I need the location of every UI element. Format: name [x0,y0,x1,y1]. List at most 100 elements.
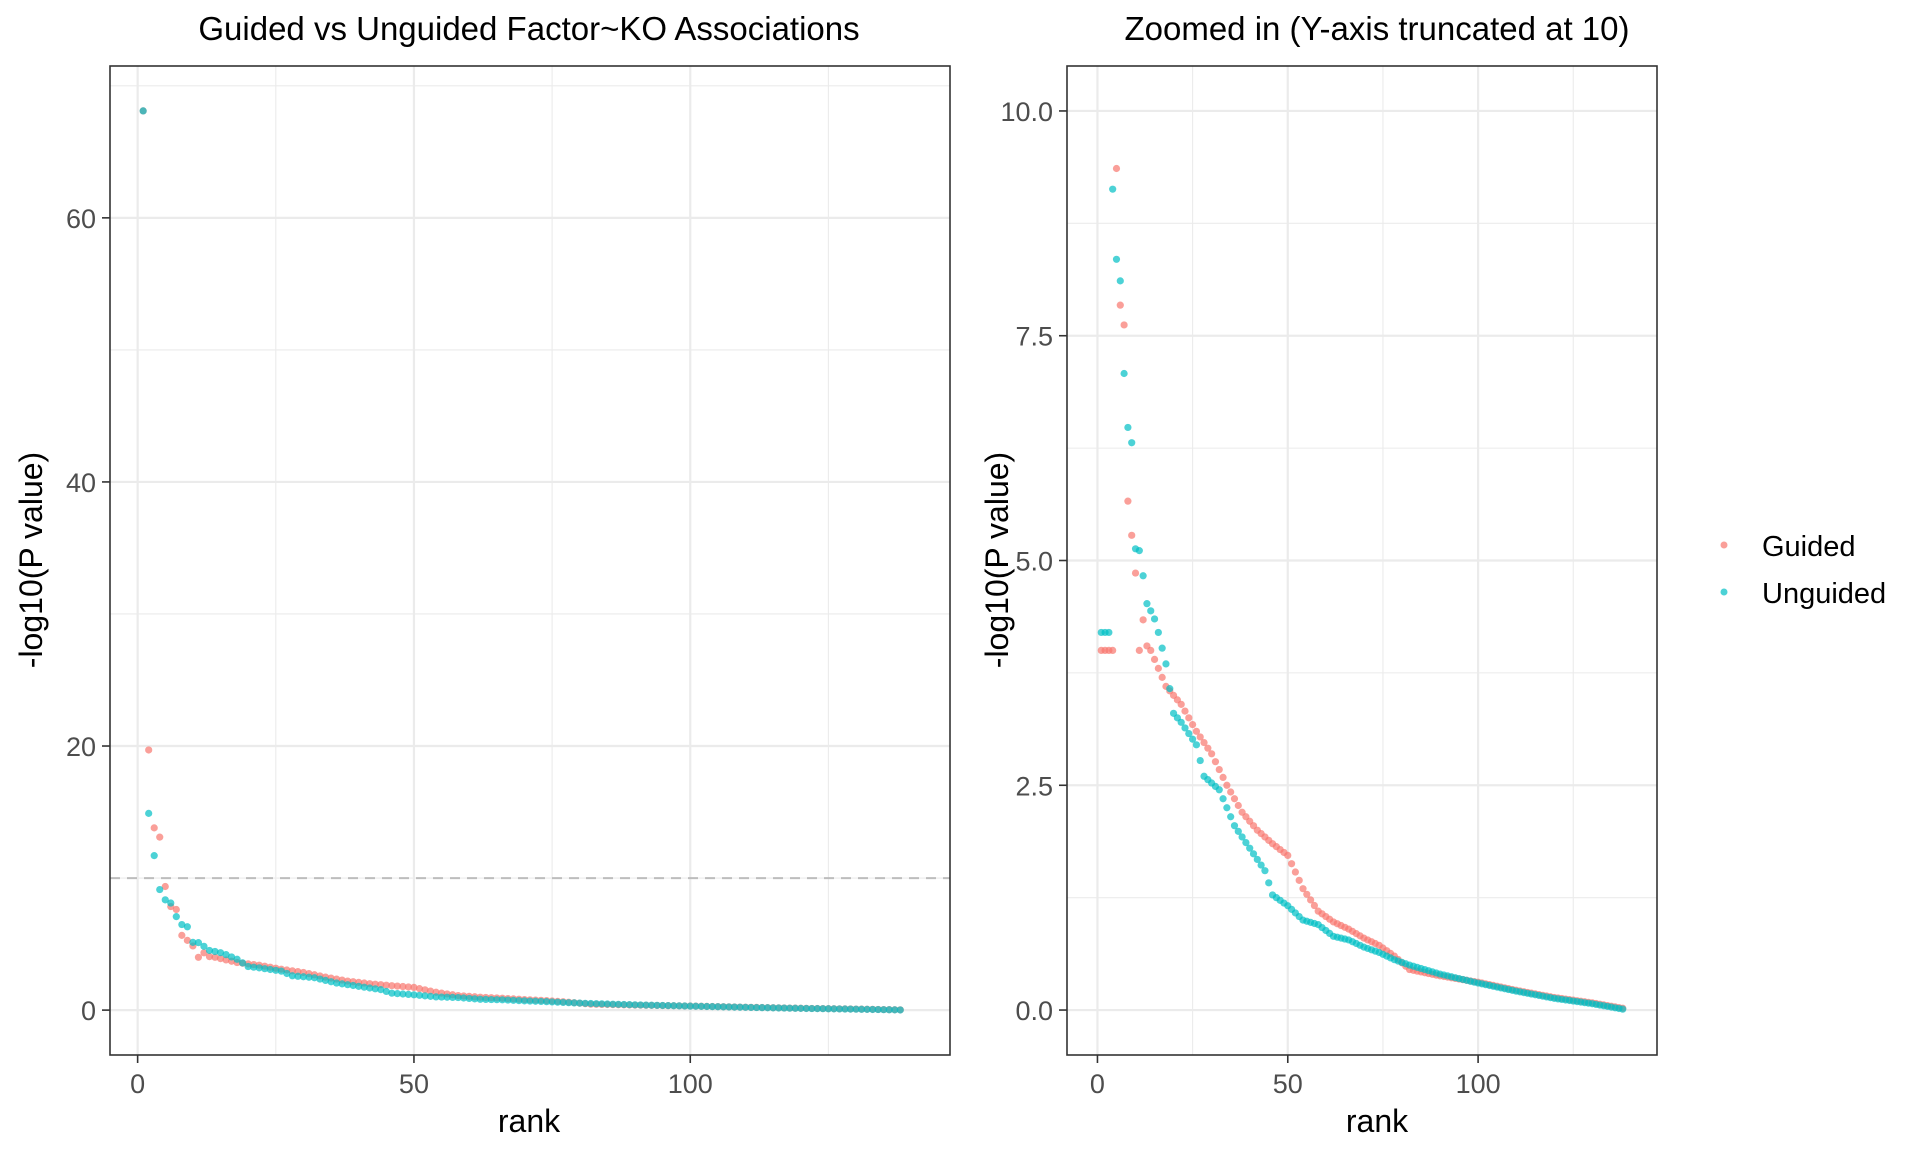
point-guided [1291,868,1299,876]
point-unguided [758,1004,766,1012]
point-unguided [1257,861,1265,869]
y-tick-label: 2.5 [1015,771,1053,801]
x-axis-label: rank [498,1103,561,1139]
point-unguided [476,995,484,1003]
point-unguided [554,998,562,1006]
point-unguided [730,1003,739,1011]
y-axis-ticks: 0 20 40 60 [66,204,110,1026]
point-guided [1208,750,1216,758]
point-unguided [692,1002,700,1010]
x-tick-label: 100 [668,1069,713,1099]
point-unguided [404,990,413,998]
point-unguided [587,999,595,1008]
legend-label-unguided: Unguided [1762,578,1886,610]
x-tick-label: 50 [399,1069,429,1099]
point-unguided [1215,786,1223,794]
point-unguided [1166,685,1174,693]
point-unguided [670,1002,678,1010]
point-unguided [719,1003,728,1011]
point-unguided [216,949,225,957]
point-guided [1124,497,1132,505]
point-unguided [1185,729,1193,738]
point-guided [1223,781,1231,789]
point-unguided [570,999,578,1007]
x-tick-label: 100 [1456,1069,1501,1099]
point-unguided [172,913,180,921]
point-unguided [780,1004,788,1012]
point-unguided [808,1004,816,1013]
point-unguided [156,885,164,894]
point-unguided [869,1005,877,1014]
point-unguided [603,1000,611,1008]
point-unguided [880,1006,888,1014]
point-unguided [1249,850,1258,858]
point-unguided [327,978,335,986]
point-guided [1299,885,1307,893]
point-unguided [681,1002,689,1010]
point-unguided [371,985,379,993]
y-tick-label: 7.5 [1015,322,1053,352]
point-unguided [1109,185,1117,193]
point-unguided [1246,844,1254,852]
x-axis-ticks: 0 50 100 [130,1055,713,1099]
point-unguided [250,963,258,971]
point-unguided [150,852,158,860]
point-unguided [294,972,302,980]
point-unguided [542,998,551,1006]
x-tick-label: 0 [130,1069,145,1099]
point-unguided [1162,660,1170,668]
point-guided [1295,876,1303,884]
point-unguided [344,981,352,989]
point-guided [426,987,435,995]
chart-title: Zoomed in (Y-axis truncated at 10) [1124,10,1629,47]
point-unguided [819,1005,827,1013]
point-unguided [493,996,501,1004]
point-unguided [515,996,523,1005]
point-guided [1219,773,1227,782]
point-guided [205,953,214,961]
point-unguided [1242,838,1250,847]
point-unguided [465,994,473,1003]
point-unguided [178,920,186,929]
point-unguided [460,994,468,1002]
grid-lines [1067,66,1657,1055]
point-unguided [1192,741,1201,749]
point-guided [1181,707,1189,715]
point-unguided [1143,600,1151,608]
point-unguided [614,1000,623,1008]
point-guided [1158,673,1166,681]
point-unguided [415,991,424,999]
point-unguided [1158,644,1166,652]
point-unguided [277,967,285,975]
point-unguided [797,1004,805,1012]
point-unguided [305,973,313,981]
point-unguided [244,962,252,971]
point-unguided [786,1004,794,1012]
point-unguided [852,1005,860,1013]
point-unguided [576,999,584,1007]
point-unguided [647,1001,656,1009]
grid-lines [110,66,950,1055]
point-unguided [1196,756,1204,765]
point-unguided [222,951,230,959]
point-unguided [1265,879,1273,887]
point-unguided [703,1002,711,1011]
point-guided [1154,664,1162,672]
point-unguided [233,955,241,963]
point-unguided [686,1002,694,1010]
point-unguided [1219,795,1227,803]
point-guided [1211,758,1220,766]
y-axis-ticks: 0.0 2.5 5.0 7.5 10.0 [1000,97,1067,1026]
point-unguided [775,1004,783,1012]
point-unguided [625,1001,634,1009]
point-guided [178,931,186,939]
point-guided [1234,801,1242,810]
y-tick-label: 40 [66,468,96,498]
point-guided [1196,733,1204,741]
point-unguided [410,991,418,999]
point-guided [145,746,153,754]
point-guided [415,985,424,993]
point-unguided [598,1000,606,1008]
point-unguided [194,939,203,947]
x-tick-label: 0 [1090,1069,1105,1099]
